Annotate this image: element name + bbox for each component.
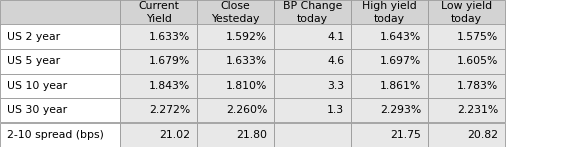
Text: BP Change
today: BP Change today [283, 1, 342, 24]
Bar [120, 98, 197, 122]
Bar [274, 25, 351, 49]
Bar [351, 98, 428, 122]
Bar [197, 74, 274, 98]
Text: 21.75: 21.75 [390, 130, 421, 140]
Text: 1.783%: 1.783% [457, 81, 498, 91]
Bar [0, 49, 120, 74]
Text: 1.679%: 1.679% [149, 56, 190, 66]
Bar [428, 74, 505, 98]
Text: 1.3: 1.3 [327, 105, 344, 115]
Bar [351, 25, 428, 49]
Bar [274, 74, 351, 98]
Text: 2-10 spread (bps): 2-10 spread (bps) [7, 130, 104, 140]
Text: 1.633%: 1.633% [149, 32, 190, 42]
Text: 1.592%: 1.592% [226, 32, 267, 42]
Text: US 5 year: US 5 year [7, 56, 60, 66]
Bar [428, 0, 505, 25]
Text: 1.643%: 1.643% [380, 32, 421, 42]
Text: 2.293%: 2.293% [380, 105, 421, 115]
Bar [197, 122, 274, 147]
Bar [274, 122, 351, 147]
Text: 1.810%: 1.810% [226, 81, 267, 91]
Text: 4.1: 4.1 [327, 32, 344, 42]
Bar [0, 25, 120, 49]
Text: Low yield
today: Low yield today [441, 1, 492, 24]
Bar [428, 49, 505, 74]
Text: 1.605%: 1.605% [457, 56, 498, 66]
Text: 2.231%: 2.231% [457, 105, 498, 115]
Bar [351, 122, 428, 147]
Bar [274, 0, 351, 25]
Bar [0, 98, 120, 122]
Bar [120, 25, 197, 49]
Bar [274, 98, 351, 122]
Bar [197, 0, 274, 25]
Bar [120, 0, 197, 25]
Bar [428, 122, 505, 147]
Bar [428, 25, 505, 49]
Bar [428, 98, 505, 122]
Bar [120, 49, 197, 74]
Bar [197, 49, 274, 74]
Bar [351, 74, 428, 98]
Text: 1.697%: 1.697% [380, 56, 421, 66]
Text: 1.843%: 1.843% [149, 81, 190, 91]
Text: 21.80: 21.80 [236, 130, 267, 140]
Text: Close
Yesteday: Close Yesteday [211, 1, 260, 24]
Bar [120, 122, 197, 147]
Text: 1.575%: 1.575% [457, 32, 498, 42]
Bar [0, 74, 120, 98]
Text: US 2 year: US 2 year [7, 32, 60, 42]
Text: 4.6: 4.6 [327, 56, 344, 66]
Bar [274, 49, 351, 74]
Text: 2.260%: 2.260% [226, 105, 267, 115]
Text: 2.272%: 2.272% [149, 105, 190, 115]
Text: US 10 year: US 10 year [7, 81, 67, 91]
Bar [197, 25, 274, 49]
Bar [0, 0, 120, 25]
Bar [351, 49, 428, 74]
Text: 20.82: 20.82 [467, 130, 498, 140]
Bar [120, 74, 197, 98]
Text: 3.3: 3.3 [327, 81, 344, 91]
Text: Current
Yield: Current Yield [138, 1, 179, 24]
Text: 1.633%: 1.633% [226, 56, 267, 66]
Text: 21.02: 21.02 [159, 130, 190, 140]
Bar [351, 0, 428, 25]
Text: 1.861%: 1.861% [380, 81, 421, 91]
Text: US 30 year: US 30 year [7, 105, 67, 115]
Bar [197, 98, 274, 122]
Bar [0, 122, 120, 147]
Text: High yield
today: High yield today [362, 1, 417, 24]
